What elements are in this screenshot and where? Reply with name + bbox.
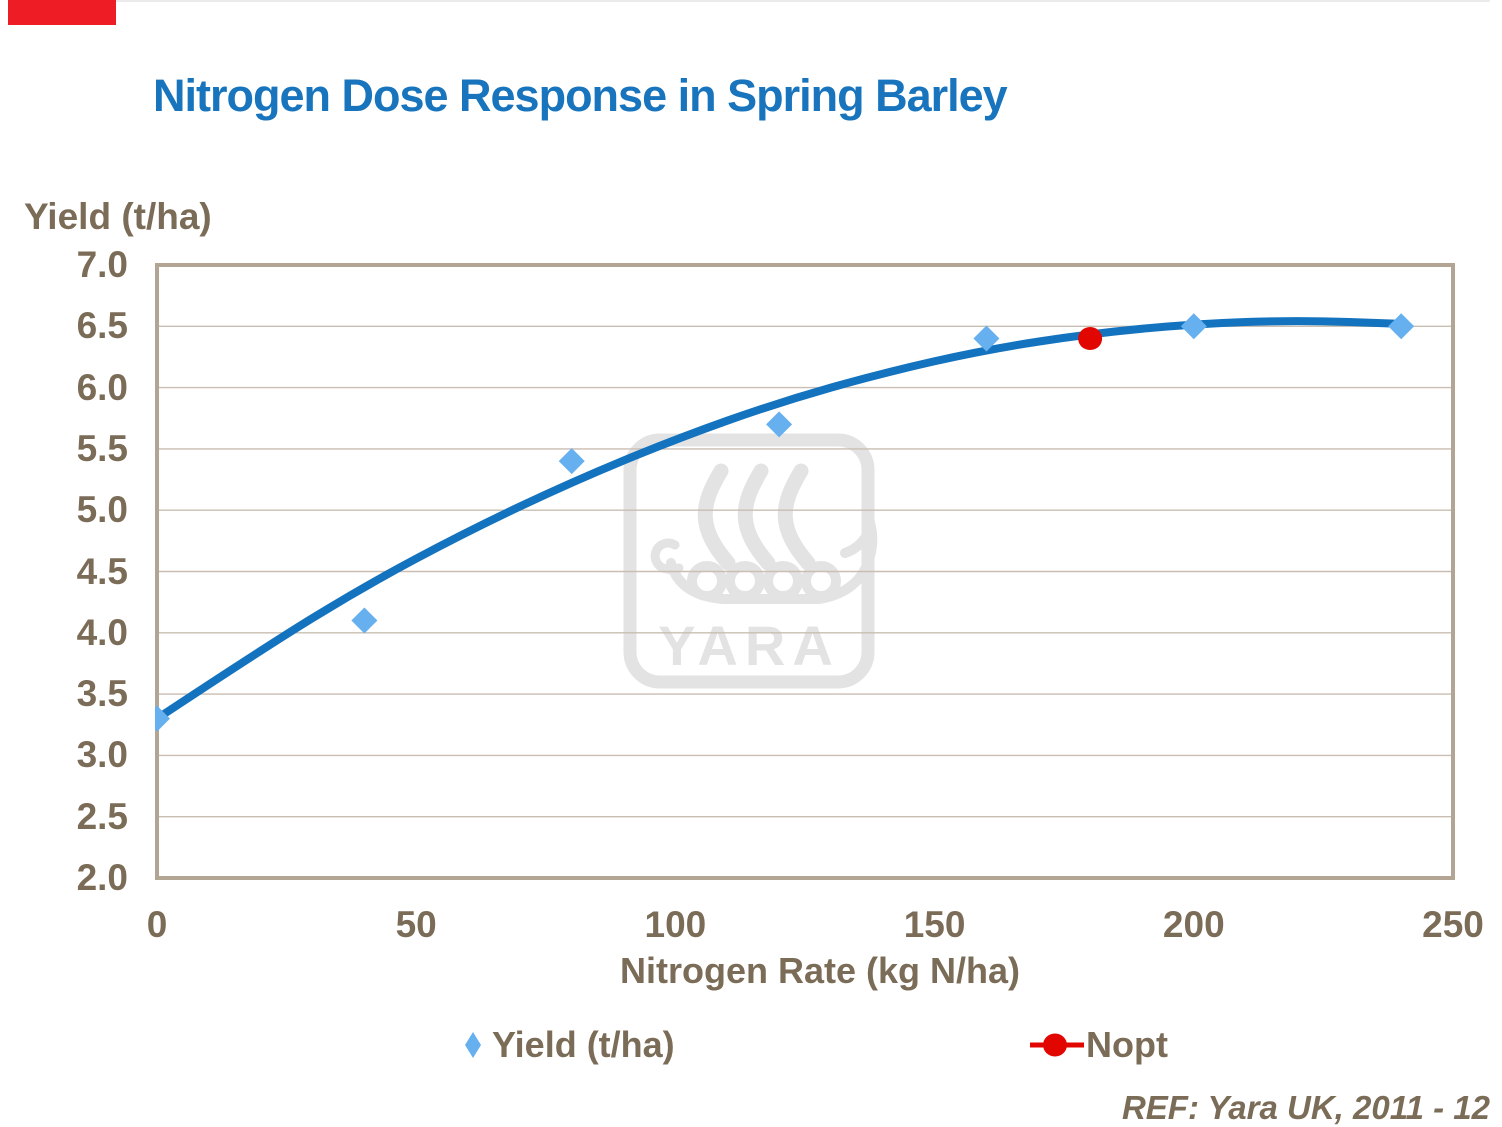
y-tick-label: 7.0 xyxy=(76,244,128,285)
gridlines xyxy=(157,325,1453,818)
watermark-sail-icon xyxy=(737,463,776,571)
y-tick-label: 3.0 xyxy=(76,734,128,776)
plot-area: YARA xyxy=(155,263,1455,880)
watermark-sail-icon xyxy=(777,463,816,571)
watermark-text: YARA xyxy=(658,614,840,677)
watermark-sail-icon xyxy=(697,463,736,571)
yield-point-diamond xyxy=(1180,313,1207,340)
yield-point-diamond xyxy=(766,411,793,438)
x-tick-label: 100 xyxy=(644,904,707,945)
yield-point-diamond xyxy=(1388,313,1415,340)
yield-diamond-icon xyxy=(465,1032,481,1058)
y-tick-label: 6.0 xyxy=(76,366,128,408)
x-tick-label: 0 xyxy=(146,904,168,945)
chart-title: Nitrogen Dose Response in Spring Barley xyxy=(153,70,1008,121)
yield-point-diamond xyxy=(351,607,378,634)
reference-note: REF: Yara UK, 2011 - 12 xyxy=(1121,1089,1490,1126)
yield-point-diamond xyxy=(558,448,585,475)
x-tick-label: 250 xyxy=(1422,904,1484,945)
y-tick-label: 2.0 xyxy=(76,857,128,898)
x-axis-title: Nitrogen Rate (kg N/ha) xyxy=(619,950,1021,991)
legend-label-yield: Yield (t/ha) xyxy=(492,1024,675,1065)
yara-watermark: YARA xyxy=(623,433,878,689)
y-tick-label: 5.0 xyxy=(76,489,128,531)
y-tick-label: 4.5 xyxy=(76,550,128,592)
nopt-point-dot xyxy=(1078,327,1103,351)
y-tick-label: 4.0 xyxy=(76,611,128,653)
y-tick-label: 5.5 xyxy=(76,427,128,469)
top-accent-bar xyxy=(8,0,116,25)
yield-point-diamond xyxy=(973,325,1000,352)
legend-item-yield: Yield (t/ha) xyxy=(464,1020,675,1070)
x-tick-label: 150 xyxy=(903,904,966,945)
plot-border xyxy=(155,263,1455,880)
y-tick-label: 3.5 xyxy=(76,673,128,715)
y-tick-label: 6.5 xyxy=(76,305,128,347)
top-hairline xyxy=(18,0,1490,2)
watermark-shields-icon xyxy=(687,561,841,601)
legend-item-nopt: Nopt xyxy=(1030,1020,1168,1070)
x-tick-label: 200 xyxy=(1162,904,1225,945)
y-tick-label: 2.5 xyxy=(76,795,128,837)
yield-point-diamond xyxy=(155,705,170,732)
trend-curve xyxy=(155,317,1406,723)
nopt-marker-icon xyxy=(1030,1033,1084,1057)
legend-label-nopt: Nopt xyxy=(1086,1024,1168,1065)
data-points xyxy=(155,313,1415,732)
x-tick-label: 50 xyxy=(395,904,437,945)
y-axis-title: Yield (t/ha) xyxy=(24,196,212,237)
